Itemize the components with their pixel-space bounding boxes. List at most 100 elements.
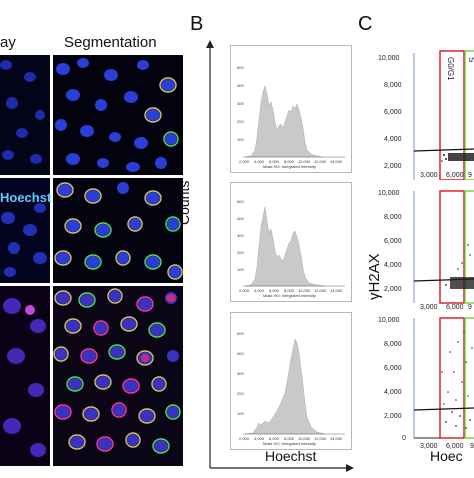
- ytick-label: 300: [237, 233, 244, 238]
- ytick-label: 4,000: [384, 262, 402, 269]
- ytick-label: 10,000: [378, 190, 400, 197]
- micrograph-segmentation-row2: [53, 178, 183, 283]
- histogram-2-yticks: 500 400 300 200 100: [237, 199, 244, 272]
- histogram-3-yticks: 500 400 300 200 100: [237, 331, 244, 416]
- segmentation-heading: Segmentation: [64, 34, 157, 51]
- histogram-3-plot: 500 400 300 200 100 2,000 4,000 6,000 8,…: [237, 331, 345, 446]
- scatter-plot-2: 10,000 8,000 6,000 4,000 2,000: [378, 190, 474, 304]
- xtick-label: 9: [468, 172, 472, 179]
- micrograph-hoechst-row2: [0, 178, 50, 283]
- ytick-label: 4,000: [384, 136, 402, 143]
- xtick-label: 12,000: [314, 288, 327, 293]
- xtick-label: 6,000: [446, 304, 464, 311]
- xtick-label: 12,000: [314, 159, 327, 164]
- ytick-label: 300: [237, 371, 244, 376]
- ytick-label: 2,000: [384, 413, 402, 420]
- gate-g0g1: [439, 317, 465, 439]
- panel-c-letter: C: [358, 13, 373, 35]
- xtick-label: 6,000: [446, 172, 464, 179]
- histogram-2-xticks: 2,000 4,000 6,000 8,000 10,000 12,000 14…: [239, 288, 343, 293]
- xtick-label: 3,000: [420, 172, 438, 179]
- ytick-label: 4,000: [384, 389, 402, 396]
- ytick-label: 6,000: [384, 365, 402, 372]
- ytick-label: 2,000: [384, 163, 402, 170]
- gate-s-label: S: [467, 57, 474, 62]
- ytick-label: 200: [237, 391, 244, 396]
- xtick-label: 10,000: [298, 288, 311, 293]
- gate-s: [464, 317, 474, 439]
- xtick-label: 14,000: [330, 288, 343, 293]
- xtick-label: 9: [470, 443, 474, 450]
- ytick-label: 8,000: [384, 82, 402, 89]
- xtick-label: 2,000: [239, 159, 250, 164]
- micrograph-segmentation-row1: [53, 55, 183, 175]
- panel-b-axes: [206, 40, 354, 472]
- ytick-label: 6,000: [384, 109, 402, 116]
- histogram-2-area: [244, 206, 326, 287]
- histogram-3-xticks: 2,000 4,000 6,000 8,000 10,000 12,000 14…: [239, 436, 343, 441]
- micrograph-segmentation-row3: [53, 286, 183, 466]
- ytick-label: 0: [402, 435, 406, 442]
- ytick-label: 200: [237, 250, 244, 255]
- gate-g0g1-label: G0/G1: [446, 57, 455, 81]
- panel-b-ylabel: Counts: [176, 180, 192, 225]
- histogram-3-xaxis-title: Mask HO: Integrated Intensity: [263, 441, 316, 446]
- panel-c-xlabel: Hoec: [430, 448, 463, 464]
- xtick-label: 4,000: [254, 436, 265, 441]
- gate-g0g1: [439, 190, 465, 304]
- xtick-label: 4,000: [254, 288, 265, 293]
- scatter-plot-3: 10,000 8,000 6,000 4,000 2,000 0 3,000 6…: [378, 317, 474, 450]
- ytick-label: 10,000: [378, 317, 400, 324]
- histogram-1-area: [244, 85, 324, 158]
- ytick-label: 2,000: [384, 286, 402, 293]
- micrograph-merge-row3: [0, 286, 50, 466]
- xtick-label: 3,000: [420, 304, 438, 311]
- ytick-label: 100: [237, 137, 244, 142]
- histogram-1-xticks: 2,000 4,000 6,000 8,000 10,000 12,000 14…: [239, 159, 343, 164]
- histogram-3-area: [244, 338, 326, 435]
- overlay-heading: ay: [0, 34, 16, 51]
- gate-s: [464, 190, 474, 304]
- xtick-label: 8,000: [284, 159, 295, 164]
- ytick-label: 300: [237, 101, 244, 106]
- xtick-label: 3,000: [420, 443, 438, 450]
- histogram-3: 500 400 300 200 100 2,000 4,000 6,000 8,…: [230, 312, 352, 450]
- xtick-label: 10,000: [298, 159, 311, 164]
- xtick-label: 2,000: [239, 436, 250, 441]
- histogram-2-plot: 500 400 300 200 100 2,000 4,000 6,000 8,…: [237, 199, 345, 298]
- xtick-label: 14,000: [330, 436, 343, 441]
- micrograph-hoechst-row1: [0, 55, 50, 175]
- ytick-label: 500: [237, 65, 244, 70]
- panel-b-xlabel: Hoechst: [265, 448, 317, 464]
- xtick-label: 12,000: [314, 436, 327, 441]
- xtick-label: 9: [468, 304, 472, 311]
- ytick-label: 400: [237, 83, 244, 88]
- ytick-label: 100: [237, 267, 244, 272]
- histogram-1: 500 400 300 200 100 2,000 4,000 6,000 8,…: [230, 45, 352, 173]
- gate-g0g1: [439, 50, 465, 180]
- row-label-hoechst: Hoechst: [0, 190, 52, 205]
- ytick-label: 400: [237, 351, 244, 356]
- panel-b-letter: B: [190, 13, 204, 35]
- xtick-label: 4,000: [254, 159, 265, 164]
- ytick-label: 8,000: [384, 214, 402, 221]
- xtick-label: 2,000: [239, 288, 250, 293]
- histogram-1-yticks: 500 400 300 200 100: [237, 65, 244, 142]
- xtick-label: 10,000: [298, 436, 311, 441]
- ytick-label: 6,000: [384, 238, 402, 245]
- xtick-label: 6,000: [269, 159, 280, 164]
- xtick-label: 8,000: [284, 436, 295, 441]
- xtick-label: 6,000: [269, 436, 280, 441]
- histogram-1-plot: 500 400 300 200 100 2,000 4,000 6,000 8,…: [237, 65, 345, 169]
- xtick-label: 6,000: [446, 443, 464, 450]
- scatter-plot-1: 10,000 8,000 6,000 4,000 2,000 G0/G1 S: [378, 50, 474, 180]
- gate-s: [464, 50, 474, 180]
- xtick-label: 14,000: [330, 159, 343, 164]
- xtick-label: 6,000: [269, 288, 280, 293]
- ytick-label: 400: [237, 216, 244, 221]
- histogram-1-xaxis-title: Mask HO: Integrated Intensity: [263, 164, 316, 169]
- histogram-2: 500 400 300 200 100 2,000 4,000 6,000 8,…: [230, 182, 352, 302]
- ytick-label: 500: [237, 199, 244, 204]
- ytick-label: 500: [237, 331, 244, 336]
- xtick-label: 8,000: [284, 288, 295, 293]
